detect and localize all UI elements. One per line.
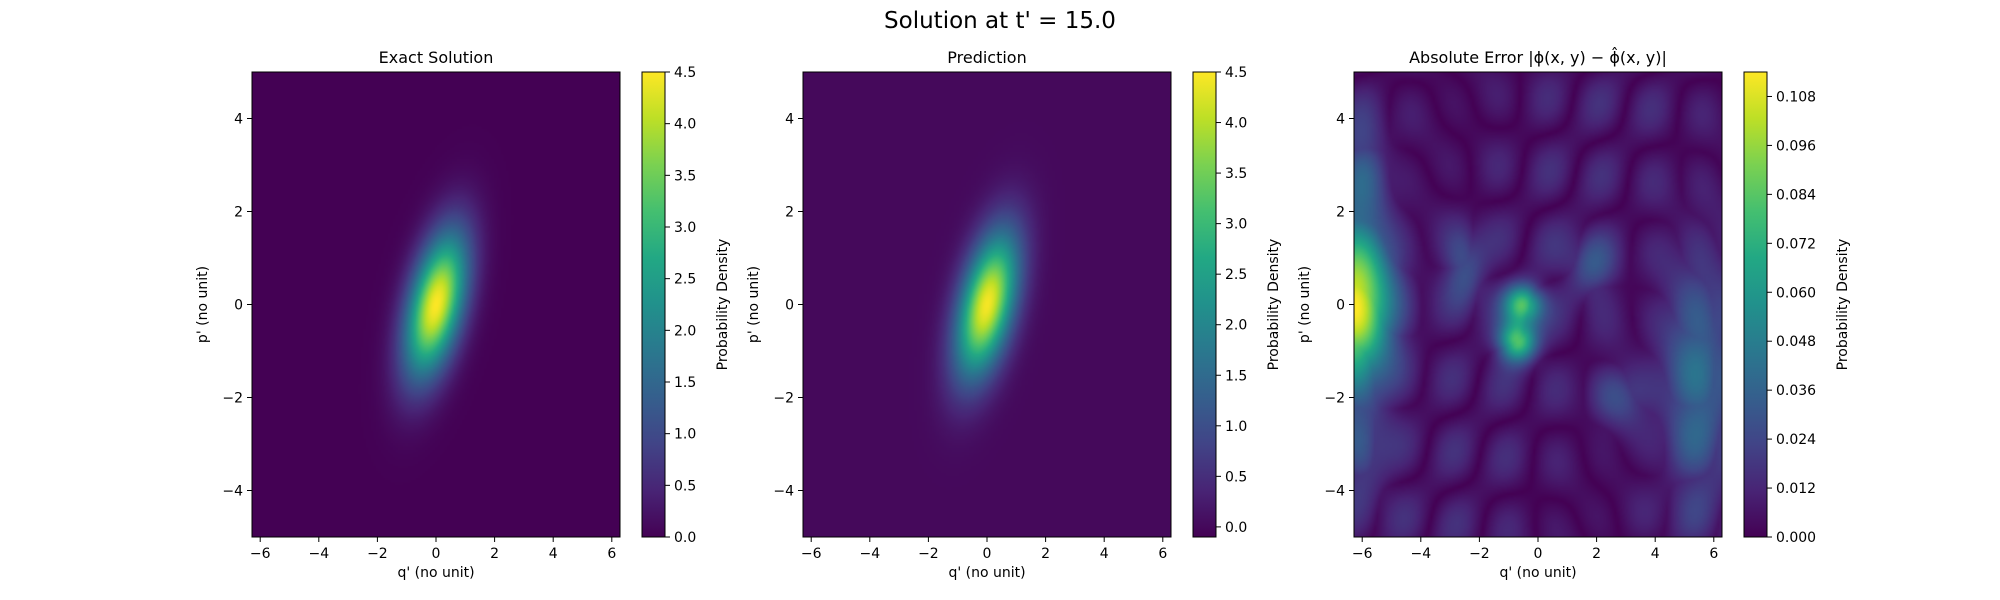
colorbar-tick-label: 2.0 [674, 323, 696, 339]
colorbar-tick-label: 3.5 [1225, 166, 1247, 182]
colorbar-tick-label: 1.0 [674, 427, 696, 443]
heatmap-image [252, 72, 620, 537]
colorbar-tick-label: 3.0 [674, 220, 696, 236]
x-tick-label: 6 [607, 546, 616, 562]
y-tick-label: 0 [785, 298, 794, 314]
x-axis-label: q' (no unit) [397, 565, 474, 581]
colorbar-tick-label: 0.072 [1776, 236, 1816, 252]
colorbar-tick-label: 4.0 [674, 117, 696, 133]
x-tick-label: −6 [801, 546, 822, 562]
y-tick-label: −2 [1324, 391, 1345, 407]
colorbar-tick-label: 0.108 [1776, 89, 1816, 105]
heatmap-panel-2: Prediction −6 −4 −2 0 2 4 6 −4 −2 0 2 4 q' (no unit) p… [746, 48, 1282, 581]
heatmap-image [1354, 72, 1722, 537]
y-tick-label: 2 [785, 205, 794, 221]
figure-title: Solution at t' = 15.0 [884, 8, 1116, 34]
colorbar-label: Probability Density [715, 239, 731, 371]
x-tick-label: 2 [490, 546, 499, 562]
colorbar-tick-label: 0.024 [1776, 432, 1816, 448]
colorbar-tick-label: 3.0 [1225, 217, 1247, 233]
y-tick-label: 4 [785, 112, 794, 128]
colorbar-tick-label: 0.0 [674, 530, 696, 546]
panel-title: Exact Solution [379, 48, 494, 67]
colorbar [1744, 72, 1767, 537]
colorbar-tick-label: 1.5 [674, 375, 696, 391]
heatmap-image [803, 72, 1171, 537]
x-tick-label: 2 [1592, 546, 1601, 562]
x-axis-label: q' (no unit) [1499, 565, 1576, 581]
panel-title: Absolute Error |ϕ(x, y) − ϕ̂(x, y)| [1409, 47, 1667, 67]
x-tick-label: 2 [1041, 546, 1050, 562]
y-tick-label: −4 [222, 484, 243, 500]
x-tick-label: 0 [432, 546, 441, 562]
x-axis-label: q' (no unit) [948, 565, 1025, 581]
y-tick-label: −2 [773, 391, 794, 407]
y-axis-label: p' (no unit) [1297, 266, 1313, 343]
colorbar-frame [1743, 71, 1768, 538]
y-tick-label: 4 [1336, 112, 1345, 128]
x-tick-label: −2 [918, 546, 939, 562]
colorbar-label: Probability Density [1266, 239, 1282, 371]
y-tick-label: 0 [1336, 298, 1345, 314]
x-tick-label: 4 [1100, 546, 1109, 562]
colorbar-tick-label: 1.0 [1225, 419, 1247, 435]
colorbar-tick-label: 2.5 [674, 272, 696, 288]
colorbar [642, 72, 665, 537]
colorbar-tick-label: 0.5 [1225, 469, 1247, 485]
x-tick-label: 4 [1651, 546, 1660, 562]
x-tick-label: 6 [1158, 546, 1167, 562]
panel-title: Prediction [947, 48, 1026, 67]
y-tick-label: 0 [234, 298, 243, 314]
y-tick-label: −4 [1324, 484, 1345, 500]
x-tick-label: 6 [1709, 546, 1718, 562]
colorbar-tick-label: 0.036 [1776, 383, 1816, 399]
colorbar-tick-label: 1.5 [1225, 368, 1247, 384]
heatmap-panel-3: Absolute Error |ϕ(x, y) − ϕ̂(x, y)| −6 −4 −… [1297, 47, 1851, 581]
colorbar-tick-label: 0.060 [1776, 285, 1816, 301]
x-tick-label: 4 [549, 546, 558, 562]
colorbar-tick-label: 4.5 [1225, 65, 1247, 81]
x-tick-label: −2 [1469, 546, 1490, 562]
colorbar [1193, 72, 1216, 537]
y-axis-label: p' (no unit) [746, 266, 762, 343]
x-tick-label: −6 [1352, 546, 1373, 562]
y-tick-label: 4 [234, 112, 243, 128]
x-tick-label: 0 [1534, 546, 1543, 562]
y-axis-label: p' (no unit) [195, 266, 211, 343]
colorbar-tick-label: 2.5 [1225, 267, 1247, 283]
colorbar-tick-label: 3.5 [674, 168, 696, 184]
colorbar-tick-label: 0.096 [1776, 138, 1816, 154]
colorbar-tick-label: 2.0 [1225, 318, 1247, 334]
colorbar-tick-label: 0.000 [1776, 530, 1816, 546]
colorbar-tick-label: 0.048 [1776, 334, 1816, 350]
x-tick-label: 0 [983, 546, 992, 562]
x-tick-label: −4 [308, 546, 329, 562]
colorbar-tick-label: 4.0 [1225, 116, 1247, 132]
colorbar-label: Probability Density [1835, 239, 1851, 371]
x-tick-label: −2 [367, 546, 388, 562]
colorbar-frame [641, 71, 666, 538]
colorbar-tick-label: 0.5 [674, 478, 696, 494]
x-tick-label: −4 [1410, 546, 1431, 562]
x-tick-label: −4 [859, 546, 880, 562]
heatmap-panel-1: Exact Solution −6 −4 −2 0 2 4 6 −4 −2 0 2 4 q' (no un… [195, 48, 731, 581]
colorbar-tick-label: 4.5 [674, 65, 696, 81]
y-tick-label: 2 [234, 205, 243, 221]
y-tick-label: −2 [222, 391, 243, 407]
colorbar-frame [1192, 71, 1217, 538]
y-tick-label: 2 [1336, 205, 1345, 221]
y-tick-label: −4 [773, 484, 794, 500]
x-tick-label: −6 [250, 546, 271, 562]
colorbar-tick-label: 0.0 [1225, 520, 1247, 536]
colorbar-tick-label: 0.084 [1776, 187, 1816, 203]
colorbar-tick-label: 0.012 [1776, 481, 1816, 497]
